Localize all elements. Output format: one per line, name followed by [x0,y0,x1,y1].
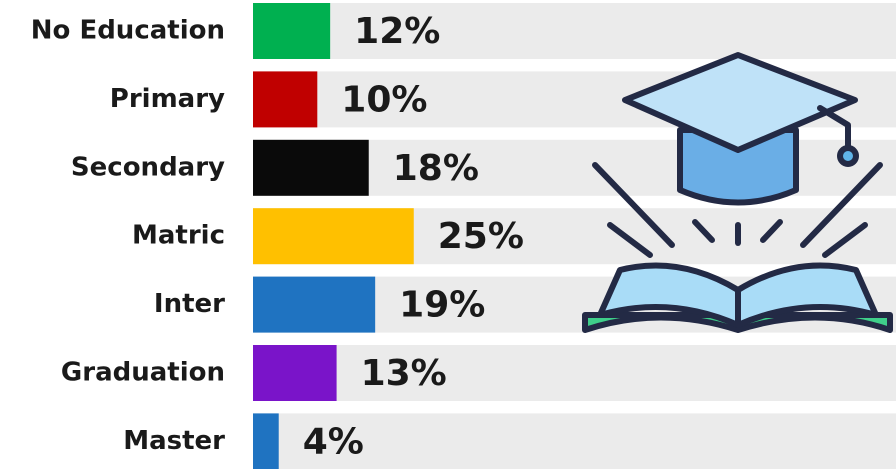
bar [253,71,318,128]
bar [253,3,331,59]
value-label: 18% [393,148,479,189]
category-label: No Education [31,16,225,46]
bar-track [253,345,896,401]
category-label: Primary [110,84,225,114]
bar [253,208,414,265]
category-label: Matric [132,221,225,251]
bar-track [253,3,896,59]
category-label: Master [123,426,225,456]
category-label: Secondary [71,152,225,182]
education-icon [582,52,893,333]
bar [253,345,337,401]
bar [253,276,376,333]
value-label: 10% [341,79,427,120]
value-label: 25% [438,216,524,257]
category-label: Inter [154,289,225,319]
bar [253,139,369,196]
category-label: Graduation [61,358,225,388]
bar [253,413,279,469]
value-label: 19% [399,285,485,326]
value-label: 13% [361,353,447,394]
bar-track [253,413,896,469]
value-label: 4% [303,421,364,462]
value-label: 12% [354,11,440,52]
